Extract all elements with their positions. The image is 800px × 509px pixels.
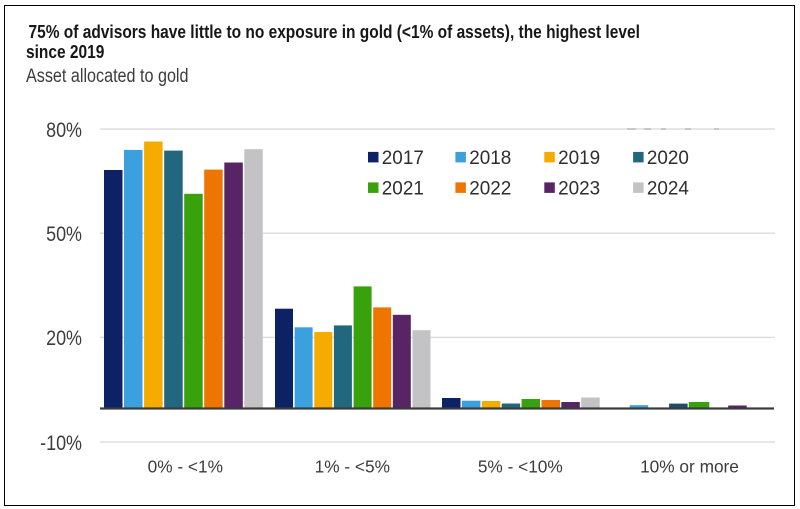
svg-text:2023: 2023 [558, 178, 600, 199]
svg-text:10% or more: 10% or more [640, 456, 739, 476]
svg-text:80%: 80% [46, 119, 82, 143]
svg-text:2020: 2020 [647, 148, 689, 169]
svg-text:5% - <10%: 5% - <10% [478, 456, 563, 476]
svg-text:2017: 2017 [382, 148, 424, 169]
svg-text:-10%: -10% [40, 432, 82, 456]
svg-text:2021: 2021 [382, 178, 424, 199]
svg-text:2018: 2018 [469, 148, 511, 169]
svg-text:20%: 20% [46, 327, 82, 351]
svg-text:2022: 2022 [469, 178, 511, 199]
svg-text:1% - <5%: 1% - <5% [315, 456, 391, 476]
svg-text:0% - <1%: 0% - <1% [148, 456, 224, 476]
svg-text:50%: 50% [46, 223, 82, 247]
svg-text:2019: 2019 [558, 148, 600, 169]
svg-text:2024: 2024 [647, 178, 689, 199]
